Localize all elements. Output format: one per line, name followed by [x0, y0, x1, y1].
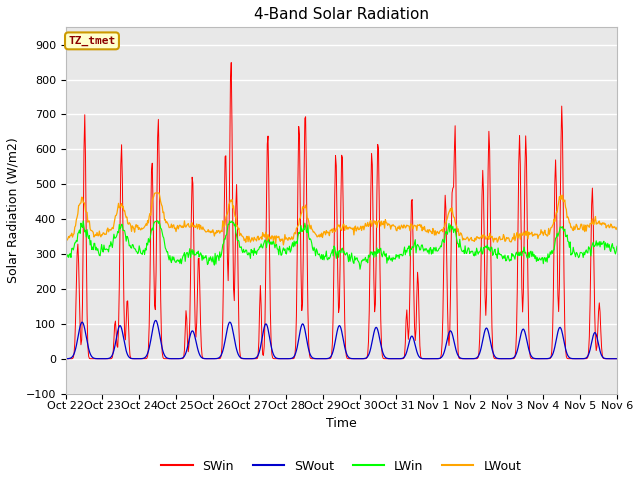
SWout — [409, 335, 417, 340]
SWout — [61, 356, 69, 361]
LWout — [152, 190, 159, 196]
LWout — [185, 224, 193, 229]
Line: LWout: LWout — [65, 193, 617, 245]
LWout — [410, 223, 417, 229]
LWout — [426, 227, 434, 233]
LWout — [613, 225, 621, 230]
Title: 4-Band Solar Radiation: 4-Band Solar Radiation — [254, 7, 429, 22]
SWin — [184, 349, 192, 355]
SWin — [227, 60, 235, 65]
Legend: SWin, SWout, LWin, LWout: SWin, SWout, LWin, LWout — [156, 455, 526, 478]
LWout — [214, 228, 222, 233]
SWout — [152, 318, 159, 324]
SWout — [72, 346, 79, 352]
SWin — [409, 233, 417, 239]
LWin — [426, 246, 434, 252]
LWout — [72, 223, 79, 228]
LWout — [129, 223, 136, 229]
LWout — [280, 242, 287, 248]
SWin — [214, 356, 221, 361]
Y-axis label: Solar Radiation (W/m2): Solar Radiation (W/m2) — [7, 138, 20, 283]
LWin — [129, 242, 137, 248]
LWout — [61, 239, 69, 245]
LWin — [72, 240, 79, 246]
SWout — [613, 356, 621, 361]
LWin — [613, 243, 621, 249]
SWin — [72, 317, 79, 323]
SWin — [61, 356, 69, 361]
Text: TZ_tmet: TZ_tmet — [68, 36, 116, 46]
LWin — [185, 250, 193, 256]
Line: SWout: SWout — [65, 321, 617, 359]
Line: LWin: LWin — [65, 221, 617, 269]
SWin — [613, 356, 621, 361]
Line: SWin: SWin — [65, 62, 617, 359]
SWin — [425, 356, 433, 361]
LWin — [356, 266, 364, 272]
SWout — [214, 355, 222, 361]
SWout — [129, 356, 136, 361]
SWout — [425, 356, 433, 361]
X-axis label: Time: Time — [326, 417, 356, 430]
LWin — [79, 218, 87, 224]
LWin — [61, 249, 69, 255]
LWin — [214, 253, 222, 259]
LWin — [410, 244, 417, 250]
SWout — [185, 337, 193, 343]
SWin — [129, 356, 136, 361]
